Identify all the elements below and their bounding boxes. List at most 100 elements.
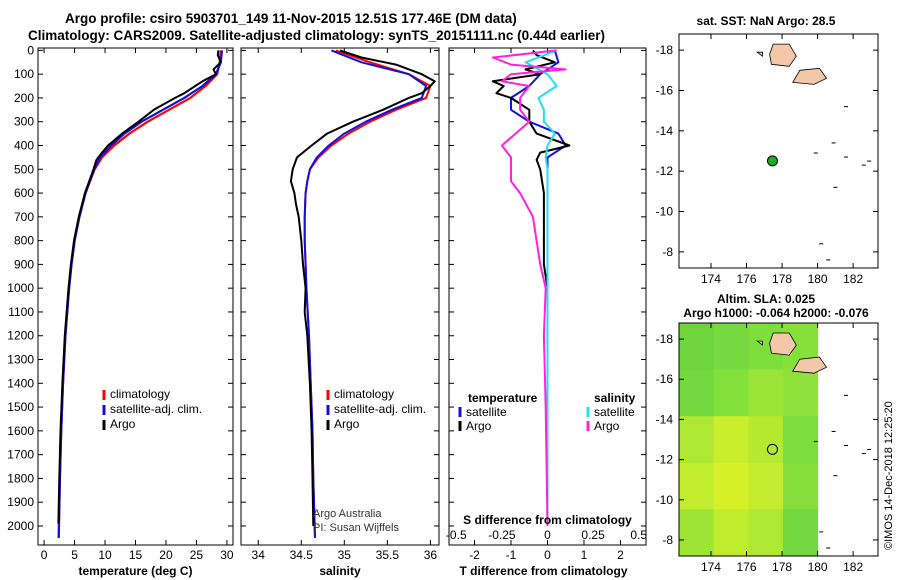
argo-australia-label: Argo Australia <box>313 508 382 520</box>
temperature-xtick-label: 30 <box>220 548 234 562</box>
depth-tick-label: 500 <box>14 162 34 176</box>
difference-series-s-satellite <box>524 49 558 526</box>
depth-tick-label: 1300 <box>7 353 34 367</box>
depth-tick-label: 2000 <box>7 519 34 533</box>
map_sst-float-marker <box>766 155 778 167</box>
map_sla-ytick-label: -18 <box>656 332 674 346</box>
differences-x2tick-label: 0.25 <box>581 528 605 542</box>
sla-heat-cell <box>679 369 715 417</box>
depth-tick-label: 1900 <box>7 495 34 509</box>
differences-x2tick-label: -0.5 <box>446 528 467 542</box>
sla-heat-cell <box>713 369 749 417</box>
map_sst-ytick-label: -8 <box>662 245 673 259</box>
depth-tick-label: 1100 <box>8 305 34 319</box>
difference-series-t-argo <box>491 49 571 526</box>
differences-xtick-label: 0 <box>544 548 551 562</box>
pi-label: PI: Susan Wijffels <box>313 522 399 534</box>
difference-legend-label: satellite <box>594 405 635 419</box>
temperature-xtick-label: 0 <box>41 548 48 562</box>
differences-x2tick-label: 0 <box>544 528 551 542</box>
map_sla-xtick-label: 178 <box>772 560 792 574</box>
depth-tick-label: 700 <box>14 210 34 224</box>
map_sla-ytick-label: -12 <box>656 453 674 467</box>
differences-x2tick-label: 0.5 <box>630 528 647 542</box>
difference-legend-label: satellite <box>466 405 507 419</box>
differences-xtick-label: -1 <box>506 548 517 562</box>
sla-heat-cell <box>713 416 749 464</box>
header-line2: Climatology: CARS2009. Satellite-adjuste… <box>28 28 605 43</box>
depth-tick-label: 600 <box>14 186 34 200</box>
map_sla-xtick-label: 176 <box>737 560 757 574</box>
map_sla-ytick-label: -8 <box>662 533 673 547</box>
difference-legend-left-title: temperature <box>468 391 538 405</box>
map-sst-title: sat. SST: NaN Argo: 28.5 <box>697 14 836 28</box>
map_sla-island <box>756 340 763 346</box>
temperature-legend-label: satellite-adj. clim. <box>110 402 202 416</box>
temperature-xtick-label: 20 <box>159 548 173 562</box>
depth-tick-label: 1700 <box>7 448 34 462</box>
map_sla-frame <box>678 322 879 557</box>
temperature-legend-label: climatology <box>110 387 170 401</box>
depth-tick-label: 200 <box>14 91 34 105</box>
map_sst-ytick-label: -10 <box>656 205 674 219</box>
differences-xtick-label: 1 <box>581 548 588 562</box>
salinity-xtick-label: 36 <box>424 548 438 562</box>
map_sst-xtick-label: 176 <box>737 272 757 286</box>
differences-xtick-label: 2 <box>617 548 624 562</box>
sla-heat-cell <box>713 509 749 557</box>
difference-legend-right-title: salinity <box>594 391 636 405</box>
sla-heat-cell <box>679 323 715 371</box>
salinity-xtick-label: 34.5 <box>290 548 314 562</box>
sla-heat-cell <box>748 416 784 464</box>
differences-xtick-label: -2 <box>469 548 480 562</box>
map_sla-xtick-label: 174 <box>701 560 721 574</box>
salinity-legend-label: satellite-adj. clim. <box>334 402 426 416</box>
salinity-legend-label: climatology <box>334 387 394 401</box>
map_sst-background <box>679 34 878 268</box>
map-sla-title: Altim. SLA: 0.025 <box>717 292 815 306</box>
sla-heat-cell <box>782 416 819 464</box>
salinity-xtick-label: 35 <box>338 548 352 562</box>
map-sla-subtitle: Argo h1000: -0.064 h2000: -0.076 <box>683 306 869 320</box>
map_sla-ytick-label: -10 <box>656 493 674 507</box>
sla-heat-cell <box>782 462 819 510</box>
depth-tick-label: 400 <box>14 138 34 152</box>
difference-series-s-argo <box>491 49 567 527</box>
depth-tick-label: 100 <box>14 67 34 81</box>
sla-heat-cell <box>713 462 749 510</box>
sla-heat-cell <box>679 416 715 464</box>
map_sst-island <box>756 51 763 58</box>
temperature-xtick-label: 15 <box>129 548 143 562</box>
depth-tick-label: 1000 <box>7 281 34 295</box>
salinity-frame <box>240 47 440 546</box>
salinity-xtick-label: 34 <box>252 548 266 562</box>
difference-legend-label: Argo <box>594 419 620 433</box>
difference-legend-label: Argo <box>466 419 492 433</box>
temperature-xlabel: temperature (deg C) <box>78 564 192 578</box>
depth-tick-label: 1600 <box>7 424 34 438</box>
depth-tick-label: 1800 <box>7 471 34 485</box>
salinity-xtick-label: 35.5 <box>376 548 400 562</box>
map_sla-island <box>769 332 797 356</box>
salinity-legend-label: Argo <box>334 417 360 431</box>
differences-xlabel2: S difference from climatology <box>463 513 632 527</box>
map_sst-island <box>792 67 828 85</box>
temperature-xtick-label: 5 <box>71 548 78 562</box>
depth-tick-label: 300 <box>14 115 34 129</box>
sla-heat-cell <box>782 369 819 417</box>
depth-tick-label: 1200 <box>7 329 34 343</box>
differences-xlabel: T difference from climatology <box>459 564 627 578</box>
map_sla-ytick-label: -14 <box>656 412 674 426</box>
map_sst-xtick-label: 178 <box>772 272 792 286</box>
map_sla-xtick-label: 180 <box>808 560 828 574</box>
map_sst-ytick-label: -18 <box>656 43 674 57</box>
sla-heat-cell <box>748 462 784 510</box>
map_sst-frame <box>678 33 879 269</box>
differences-x2tick-label: -0.25 <box>488 528 516 542</box>
map_sla-float-marker <box>766 443 778 455</box>
sla-heat-cell <box>713 323 749 371</box>
map_sst-ytick-label: -14 <box>656 124 674 138</box>
imos-credit: ©IMOS 14-Dec-2018 12:25:20 <box>883 401 895 550</box>
map_sst-xtick-label: 174 <box>701 272 721 286</box>
